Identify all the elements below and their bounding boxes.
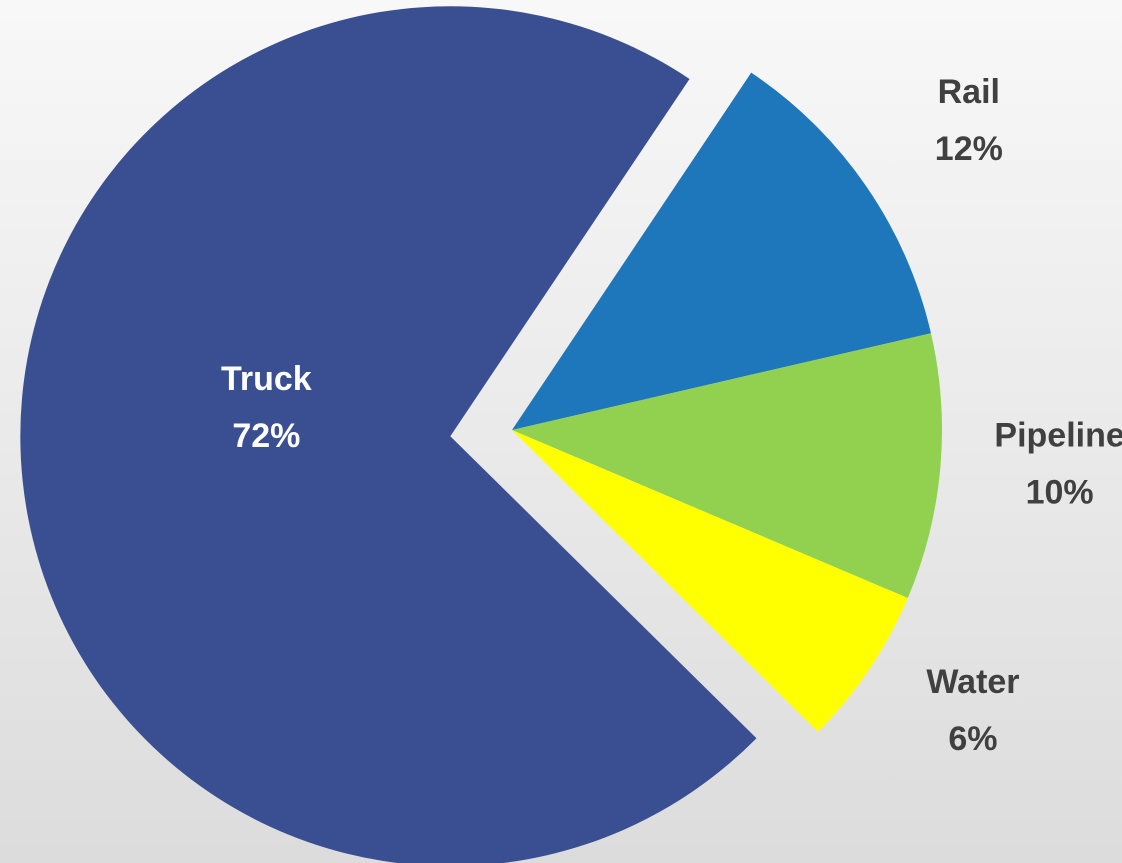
slice-label: Water xyxy=(926,663,1019,701)
pie-slice xyxy=(512,430,908,732)
pie-slice xyxy=(20,6,757,863)
slice-value-label: 6% xyxy=(948,720,997,758)
slice-value-label: 12% xyxy=(935,130,1003,168)
slice-label: Truck xyxy=(221,360,312,398)
slice-value-label: 72% xyxy=(232,417,300,455)
slice-label: Pipeline xyxy=(994,417,1122,455)
pie-slice xyxy=(512,72,931,430)
slice-value-label: 10% xyxy=(1026,474,1094,512)
pie-slice xyxy=(512,333,942,599)
slice-label: Rail xyxy=(938,73,1000,111)
